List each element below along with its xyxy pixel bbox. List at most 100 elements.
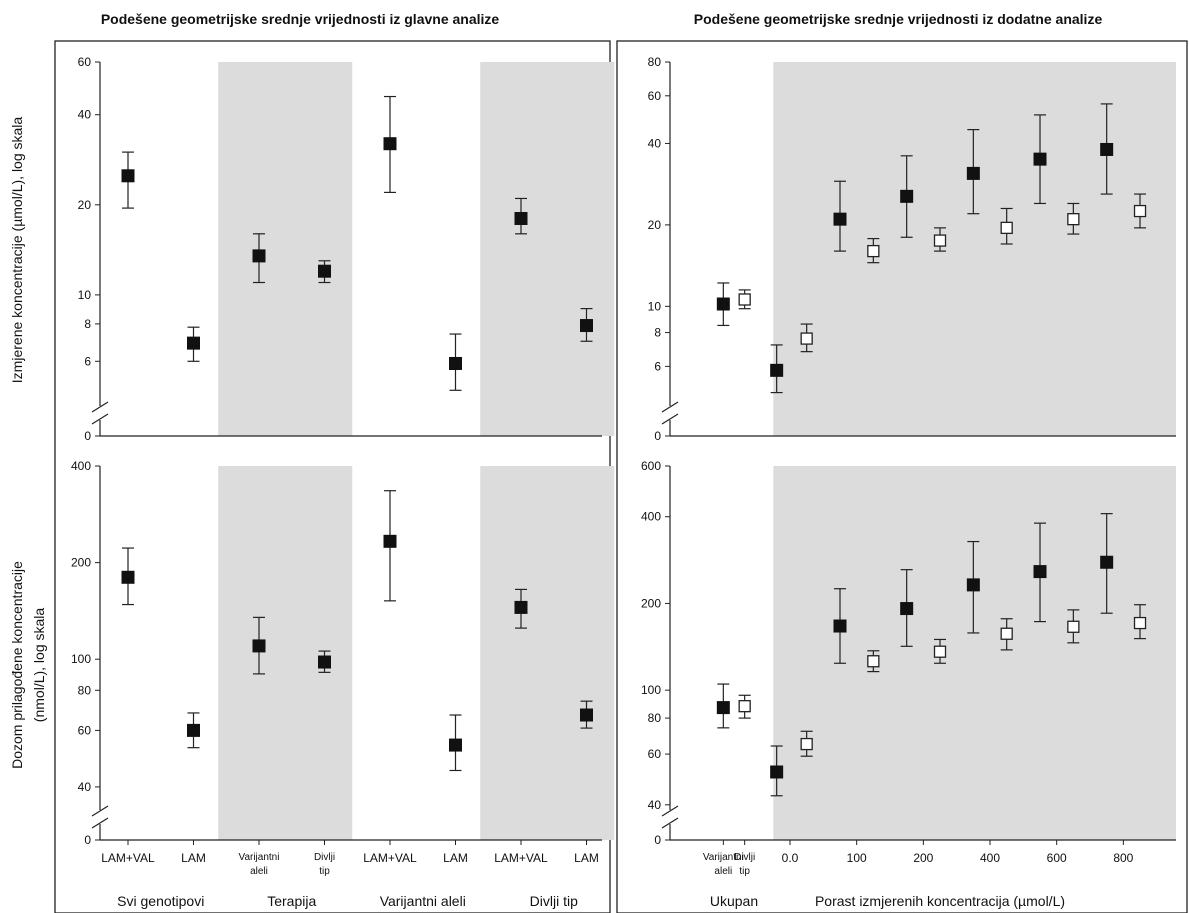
y-tick-label: 0 [84, 429, 91, 443]
axis-break-mark [661, 817, 679, 829]
point-marker-open [933, 645, 947, 658]
data-point [449, 333, 462, 391]
y-tick-label: 80 [648, 711, 662, 725]
y-tick-label: 10 [78, 288, 92, 302]
point-marker-filled [252, 249, 266, 263]
point-marker-open [738, 293, 751, 306]
x-tick-label: 0.0 [782, 851, 799, 865]
x-tick-label: 100 [847, 851, 867, 865]
y-tick-label: 60 [648, 89, 662, 103]
y-tick-label: 20 [648, 218, 662, 232]
x-group-label: Varijantni aleli [380, 893, 466, 909]
data-point [1033, 522, 1047, 623]
data-point [514, 588, 528, 629]
data-point [770, 745, 784, 797]
axis-break-mark [661, 413, 679, 425]
x-tick-label: tip [739, 866, 750, 877]
data-point [252, 233, 266, 284]
y-tick-label: 400 [71, 459, 91, 473]
data-point [933, 638, 947, 664]
point-marker-filled [449, 738, 462, 752]
x-tick-label: LAM+VAL [494, 851, 548, 865]
point-marker-filled [318, 655, 331, 669]
data-point [867, 237, 880, 264]
x-tick-label: LAM+VAL [363, 851, 417, 865]
data-point [187, 712, 200, 749]
data-point [1033, 114, 1047, 205]
data-point [1133, 604, 1147, 640]
data-point [933, 227, 947, 252]
y-tick-label: 400 [641, 510, 661, 524]
x-tick-label: tip [319, 866, 330, 877]
point-marker-open [800, 332, 813, 345]
point-marker-filled [514, 211, 528, 225]
shaded-region [218, 466, 353, 840]
data-point [867, 650, 880, 673]
point-marker-open [1067, 620, 1080, 633]
data-point [770, 344, 784, 394]
y-tick-label: 40 [78, 108, 92, 122]
x-group-label: Ukupan [710, 893, 758, 909]
y-tick-label: 0 [654, 833, 661, 847]
data-point [514, 197, 528, 235]
shaded-region [480, 62, 615, 436]
point-marker-filled [833, 212, 847, 226]
point-marker-open [933, 234, 947, 247]
data-point [833, 588, 847, 664]
data-point [800, 730, 813, 757]
point-marker-filled [770, 363, 784, 377]
x-group-label: Svi genotipovi [117, 893, 204, 909]
point-marker-filled [514, 600, 528, 614]
x-tick-label: LAM [443, 851, 468, 865]
chart-top-left: 6 8 10 20 40 60 0 [78, 55, 615, 443]
axis-break-mark [91, 413, 109, 425]
data-point [121, 151, 135, 209]
x-tick-label: 200 [913, 851, 933, 865]
shaded-region [480, 466, 615, 840]
point-marker-filled [383, 534, 397, 548]
data-point [966, 129, 980, 215]
point-marker-filled [716, 701, 730, 715]
data-point [580, 307, 593, 342]
point-marker-filled [1033, 152, 1047, 166]
point-marker-filled [900, 189, 914, 203]
point-marker-open [1000, 221, 1013, 235]
right-panel-title: Podešene geometrijske srednje vrijednost… [694, 11, 1103, 27]
point-marker-filled [1100, 142, 1114, 156]
y-tick-label: 100 [71, 652, 91, 666]
point-marker-open [1067, 213, 1080, 226]
point-marker-filled [318, 264, 331, 278]
data-point [187, 326, 200, 362]
data-point [1067, 609, 1080, 644]
y-tick-label: 20 [78, 198, 92, 212]
axis-break-mark [91, 805, 109, 817]
data-point [252, 616, 266, 675]
y-tick-label: 8 [84, 317, 91, 331]
y-tick-label: 40 [78, 780, 92, 794]
point-marker-filled [121, 570, 135, 584]
data-point [1133, 193, 1147, 229]
chart-top-right: 6 8 10 20 40 60 80 0 [648, 55, 1176, 443]
axis-break-mark [661, 401, 679, 413]
axis-break-mark [661, 805, 679, 817]
point-marker-filled [449, 356, 462, 370]
x-tick-label: LAM+VAL [101, 851, 155, 865]
x-tick-label: Divlji [734, 852, 755, 863]
y-tick-label: 200 [641, 596, 661, 610]
point-marker-filled [252, 639, 266, 653]
shaded-region [773, 466, 1176, 840]
data-point [738, 694, 751, 719]
axis-break-mark [91, 817, 109, 829]
chart-bottom-right: 40 60 80 100 200 400 600 0 Varijantni aleliDivlji… [641, 459, 1176, 909]
ylabel-top: Izmjerene koncentracije (µmol/L), log sk… [9, 117, 25, 384]
data-point [1000, 207, 1013, 245]
data-point [900, 155, 914, 238]
x-tick-label: Varijantni [703, 852, 744, 863]
data-point [800, 323, 813, 353]
y-tick-label: 0 [654, 429, 661, 443]
point-marker-filled [900, 602, 914, 616]
y-tick-label: 60 [648, 747, 662, 761]
x-tick-label: LAM [181, 851, 206, 865]
left-panel-title: Podešene geometrijske srednje vrijednost… [101, 11, 500, 27]
